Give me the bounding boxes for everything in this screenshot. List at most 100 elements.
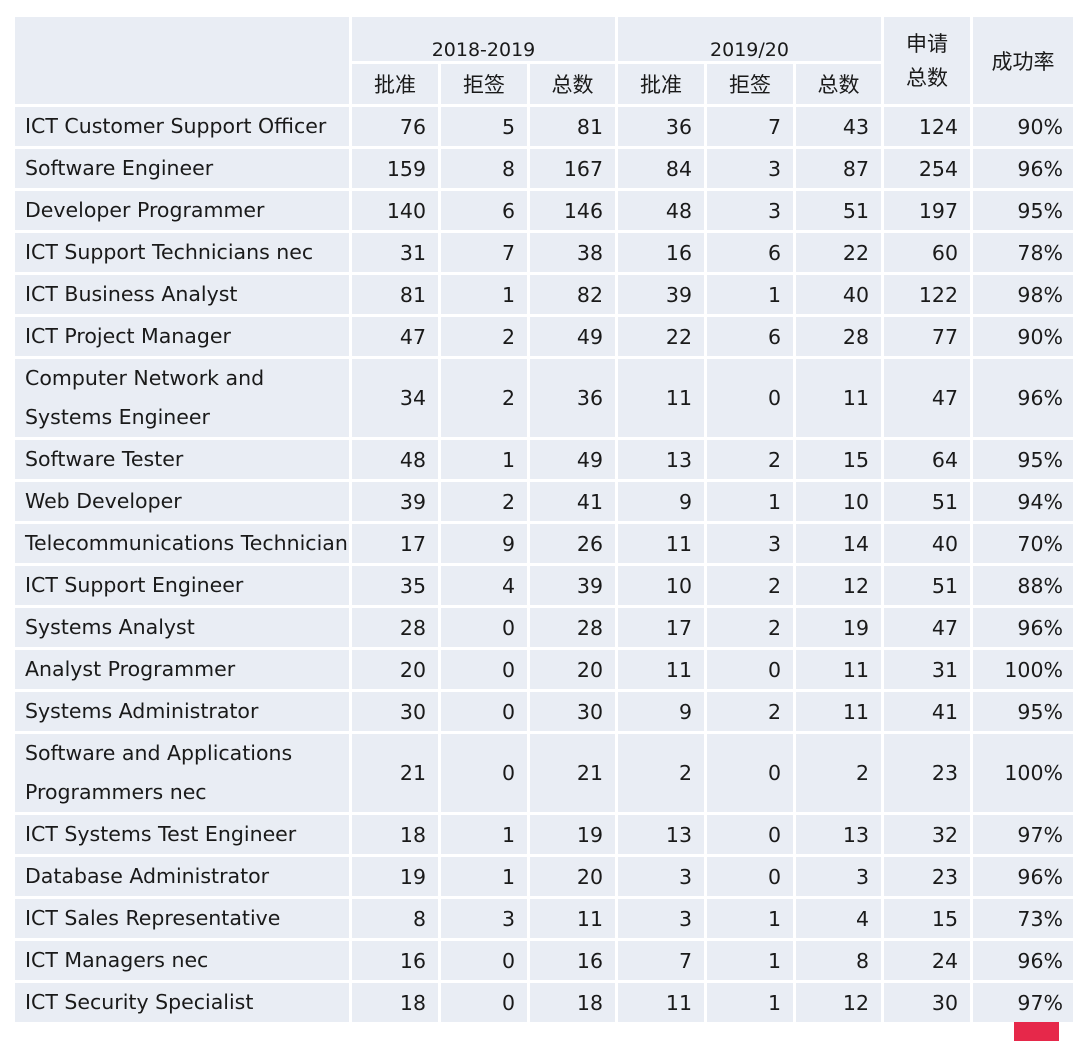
year2-approved-cell: 36 [618,107,704,146]
year2-refused-cell: 3 [707,191,793,230]
table-row: Systems Analyst 28 0 28 17 2 19 47 96% [15,608,1073,647]
year2-total-cell: 43 [796,107,881,146]
year1-total-cell: 16 [530,941,615,980]
applications-cell: 122 [884,275,970,314]
year1-approved-cell: 17 [352,524,438,563]
year2-refused-cell: 7 [707,107,793,146]
success-rate-cell: 95% [973,440,1073,479]
occupation-cell: Database Administrator [15,857,349,896]
table-row: Telecommunications Technician 17 9 26 11 3 14 4… [15,524,1073,563]
year2-total-cell: 14 [796,524,881,563]
success-rate-cell: 100% [973,650,1073,689]
year1-header: 2018-2019 [352,17,615,61]
year1-total-cell: 26 [530,524,615,563]
year1-refused-cell: 1 [441,857,527,896]
table-row: ICT Customer Support Officer 76 5 81 36 7 43 12… [15,107,1073,146]
year1-refused-cell: 0 [441,941,527,980]
success-rate-cell: 95% [973,692,1073,731]
table-row: Software and Applications Programmers ne… [15,734,1073,812]
year1-total-cell: 38 [530,233,615,272]
year2-approved-cell: 17 [618,608,704,647]
applications-cell: 23 [884,734,970,812]
occupation-cell: ICT Systems Test Engineer [15,815,349,854]
year2-approved-cell: 10 [618,566,704,605]
applications-cell: 41 [884,692,970,731]
success-rate-cell: 94% [973,482,1073,521]
year2-approved-cell: 9 [618,692,704,731]
success-rate-cell: 100% [973,734,1073,812]
occupation-cell: ICT Security Specialist [15,983,349,1022]
success-rate-cell: 90% [973,107,1073,146]
year1-refused-cell: 1 [441,440,527,479]
occupation-cell: Telecommunications Technician [15,524,349,563]
success-rate-cell: 96% [973,941,1073,980]
success-rate-cell: 96% [973,857,1073,896]
year1-approved-cell: 76 [352,107,438,146]
year2-refused-cell: 0 [707,815,793,854]
applications-cell: 40 [884,524,970,563]
year1-total-cell: 20 [530,857,615,896]
year1-total-cell: 11 [530,899,615,938]
year1-approved-cell: 140 [352,191,438,230]
year2-refused-cell: 2 [707,566,793,605]
year2-total-header: 总数 [796,64,881,104]
year2-header: 2019/20 [618,17,881,61]
success-rate-cell: 95% [973,191,1073,230]
applications-cell: 64 [884,440,970,479]
table-row: Database Administrator 19 1 20 3 0 3 23 96% [15,857,1073,896]
year1-approved-cell: 20 [352,650,438,689]
year1-approved-cell: 16 [352,941,438,980]
year2-refused-cell: 0 [707,359,793,437]
year1-approved-cell: 47 [352,317,438,356]
year1-approved-cell: 31 [352,233,438,272]
year1-approved-cell: 21 [352,734,438,812]
year2-approved-cell: 13 [618,440,704,479]
year2-approved-cell: 11 [618,983,704,1022]
year2-total-cell: 12 [796,983,881,1022]
table-row: ICT Managers nec 16 0 16 7 1 8 24 96% [15,941,1073,980]
year2-refused-cell: 0 [707,650,793,689]
year2-approved-cell: 22 [618,317,704,356]
year1-approved-cell: 18 [352,815,438,854]
year2-refused-cell: 1 [707,482,793,521]
applications-cell: 77 [884,317,970,356]
year2-refused-cell: 3 [707,149,793,188]
year1-total-cell: 41 [530,482,615,521]
year2-approved-cell: 48 [618,191,704,230]
year2-approved-cell: 11 [618,524,704,563]
applications-header: 申请 总数 [884,17,970,104]
table-row: Developer Programmer 140 6 146 48 3 51 197 95% [15,191,1073,230]
occupation-cell: Developer Programmer [15,191,349,230]
occupation-cell: ICT Support Engineer [15,566,349,605]
applications-cell: 51 [884,482,970,521]
year2-total-cell: 11 [796,650,881,689]
year2-total-cell: 19 [796,608,881,647]
success-rate-cell: 97% [973,815,1073,854]
year1-approved-cell: 81 [352,275,438,314]
success-rate-cell: 88% [973,566,1073,605]
table-row: Software Tester 48 1 49 13 2 15 64 95% [15,440,1073,479]
year2-total-cell: 40 [796,275,881,314]
year1-total-cell: 18 [530,983,615,1022]
applications-cell: 31 [884,650,970,689]
success-rate-cell: 78% [973,233,1073,272]
year1-approved-cell: 39 [352,482,438,521]
year1-refused-cell: 9 [441,524,527,563]
table-row: Web Developer 39 2 41 9 1 10 51 94% [15,482,1073,521]
year1-refused-cell: 7 [441,233,527,272]
year1-refused-cell: 2 [441,359,527,437]
year2-total-cell: 15 [796,440,881,479]
occupation-cell: ICT Customer Support Officer [15,107,349,146]
table-row: Computer Network and Systems Engineer 34 2… [15,359,1073,437]
year2-approved-cell: 13 [618,815,704,854]
occupation-cell: Analyst Programmer [15,650,349,689]
year1-total-cell: 19 [530,815,615,854]
year2-total-cell: 28 [796,317,881,356]
year2-total-cell: 13 [796,815,881,854]
year1-approved-cell: 48 [352,440,438,479]
success-rate-cell: 73% [973,899,1073,938]
year1-refused-cell: 3 [441,899,527,938]
year2-total-cell: 3 [796,857,881,896]
applications-cell: 24 [884,941,970,980]
occupation-cell: Systems Administrator [15,692,349,731]
